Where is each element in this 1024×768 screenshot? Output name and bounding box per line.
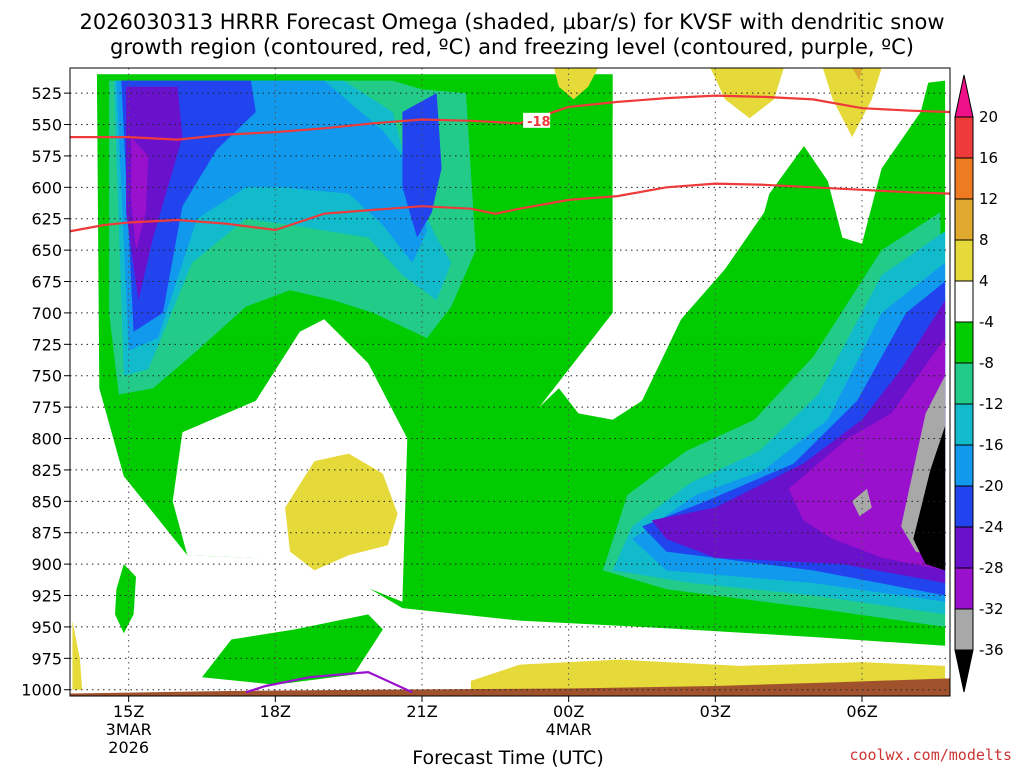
colorbar-swatch — [954, 321, 974, 364]
y-tick-label: 625 — [31, 210, 62, 229]
y-tick-label: 775 — [31, 398, 62, 417]
y-tick-label: 725 — [31, 335, 62, 354]
colorbar-swatch — [954, 526, 974, 569]
x-tick-label: 21Z — [406, 702, 437, 721]
x-tick-label: 00Z — [553, 702, 584, 721]
colorbar-label: -12 — [979, 395, 1004, 413]
y-tick-label: 525 — [31, 84, 62, 103]
black-core-lower-right — [913, 426, 946, 571]
yellow-descent-top1 — [554, 68, 598, 100]
left-ascent-spot — [115, 564, 136, 634]
y-tick-label: 925 — [31, 587, 62, 606]
contour-lines: -18 — [70, 94, 950, 694]
chart-title-line-1: 2026030313 HRRR Forecast Omega (shaded, … — [79, 10, 944, 34]
y-tick-label: 825 — [31, 461, 62, 480]
x-tick-date: 3MAR — [106, 720, 152, 739]
colorbar-label: -32 — [979, 600, 1004, 618]
colorbar-swatch — [954, 567, 974, 610]
omega-shaded-fields — [70, 68, 950, 696]
x-tick-date: 4MAR — [546, 720, 592, 739]
colorbar-swatch — [954, 485, 974, 528]
y-tick-label: 650 — [31, 241, 62, 260]
colorbar-swatch — [954, 116, 974, 159]
y-tick-label: 600 — [31, 178, 62, 197]
y-tick-label: 700 — [31, 304, 62, 323]
y-tick-label: 550 — [31, 116, 62, 135]
yellow-near-surface — [470, 659, 946, 690]
orange-top — [852, 68, 862, 81]
y-tick-label: 875 — [31, 524, 62, 543]
x-tick-label: 03Z — [700, 702, 731, 721]
y-tick-label: 575 — [31, 147, 62, 166]
y-tick-label: 1000 — [21, 681, 62, 700]
x-axis-title: Forecast Time (UTC) — [412, 747, 603, 768]
colorbar-label: -4 — [979, 313, 994, 331]
x-tick-label: 15Z — [113, 702, 144, 721]
colorbar-label: 20 — [979, 108, 998, 126]
yellow-descent-top3 — [822, 68, 882, 138]
colorbar-label: 16 — [979, 149, 998, 167]
colorbar-swatch — [954, 239, 974, 282]
dgz-lower-contour — [70, 182, 950, 233]
y-tick-label: 800 — [31, 430, 62, 449]
y-axis: 525 550 575 600 625 650 675 700 725 750 775 800 825 8… — [21, 84, 70, 700]
y-tick-label: 675 — [31, 273, 62, 292]
colorbar-swatch — [954, 362, 974, 405]
colorbar-label: -8 — [979, 354, 994, 372]
colorbar-swatch — [954, 198, 974, 241]
colorbar-swatch — [954, 444, 974, 487]
colorbar-label: -36 — [979, 641, 1004, 659]
grid-lines — [70, 68, 950, 696]
colorbar-label: 4 — [979, 272, 989, 290]
dgz-upper-contour — [70, 94, 950, 141]
colorbar: 20 16 12 8 4 -4 -8 -12 -16 -20 -24 -28 -32 -36 — [954, 74, 1004, 693]
contour-label-bg — [523, 112, 551, 128]
x-tick-label: 18Z — [260, 702, 291, 721]
colorbar-bottom-arrow — [954, 649, 974, 693]
ground-surface — [70, 678, 950, 696]
credit-link[interactable]: coolwx.com/modelts — [849, 746, 1012, 764]
yellow-descent-mid — [285, 453, 398, 571]
colorbar-swatch — [954, 157, 974, 200]
colorbar-label: -24 — [979, 518, 1004, 536]
y-tick-label: 900 — [31, 555, 62, 574]
plot-frame — [69, 67, 951, 697]
low-level-ascent — [202, 614, 383, 685]
colorbar-label: -20 — [979, 477, 1004, 495]
blue-mid — [402, 93, 442, 238]
colorbar-label: 8 — [979, 231, 989, 249]
yellow-left-edge — [72, 620, 83, 690]
colorbar-label: 12 — [979, 190, 998, 208]
colorbar-swatch — [954, 608, 974, 651]
contour-label: -18 — [527, 115, 551, 130]
y-tick-label: 850 — [31, 492, 62, 511]
y-tick-label: 750 — [31, 367, 62, 386]
x-tick-year: 2026 — [108, 738, 149, 757]
y-tick-label: 950 — [31, 618, 62, 637]
colorbar-swatch — [954, 403, 974, 446]
x-tick-label: 06Z — [846, 702, 877, 721]
colorbar-swatch — [954, 280, 974, 323]
colorbar-label: -28 — [979, 559, 1004, 577]
chart-title-line-2: growth region (contoured, red, ºC) and f… — [110, 35, 914, 59]
colorbar-label: -16 — [979, 436, 1004, 454]
y-tick-label: 975 — [31, 649, 62, 668]
freezing-level-contour — [245, 670, 413, 694]
colorbar-top-arrow — [954, 74, 974, 118]
